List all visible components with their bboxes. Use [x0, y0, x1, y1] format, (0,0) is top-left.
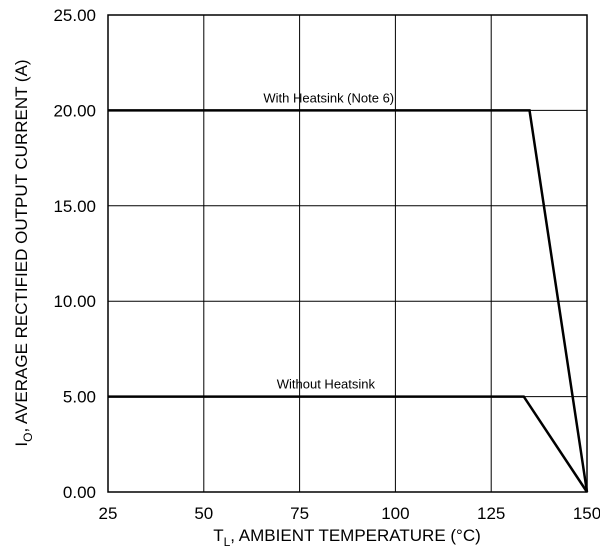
- series-label-1: Without Heatsink: [277, 377, 376, 392]
- y-tick-label: 15.00: [53, 197, 96, 216]
- x-tick-label: 25: [99, 504, 118, 523]
- x-tick-labels: 25 50 75 100 125 150: [99, 504, 600, 523]
- y-tick-label: 0.00: [63, 483, 96, 502]
- series-line-0: [108, 109, 589, 493]
- y-tick-label: 10.00: [53, 292, 96, 311]
- series-labels-group: With Heatsink (Note 6) Without Heatsink: [263, 90, 394, 391]
- y-tick-label: 20.00: [53, 101, 96, 120]
- series-group: [108, 109, 589, 493]
- y-axis-label: IO, AVERAGE RECTIFIED OUTPUT CURRENT (A): [12, 59, 35, 446]
- grid-lines: [108, 15, 587, 492]
- x-tick-label: 150: [573, 504, 600, 523]
- x-tick-label: 50: [194, 504, 213, 523]
- x-tick-label: 100: [381, 504, 409, 523]
- y-tick-label: 25.00: [53, 6, 96, 25]
- x-tick-label: 75: [290, 504, 309, 523]
- x-axis-label: TL, AMBIENT TEMPERATURE (°C): [213, 526, 481, 549]
- plot-area-frame: [107, 14, 588, 493]
- series-label-0: With Heatsink (Note 6): [263, 90, 394, 105]
- y-tick-label: 5.00: [63, 388, 96, 407]
- y-tick-labels: 0.00 5.00 10.00 15.00 20.00 25.00: [53, 6, 96, 502]
- x-tick-label: 125: [477, 504, 505, 523]
- series-line-1: [108, 395, 589, 493]
